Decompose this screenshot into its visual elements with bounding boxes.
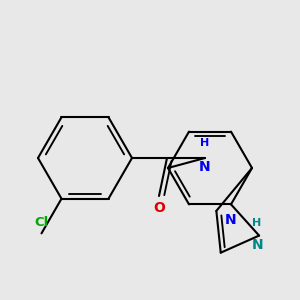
Text: N: N (199, 160, 211, 174)
Text: H: H (200, 138, 210, 148)
Text: N: N (251, 238, 263, 252)
Text: H: H (253, 218, 262, 228)
Text: N: N (224, 213, 236, 227)
Text: Cl: Cl (34, 216, 49, 229)
Text: O: O (153, 201, 165, 215)
